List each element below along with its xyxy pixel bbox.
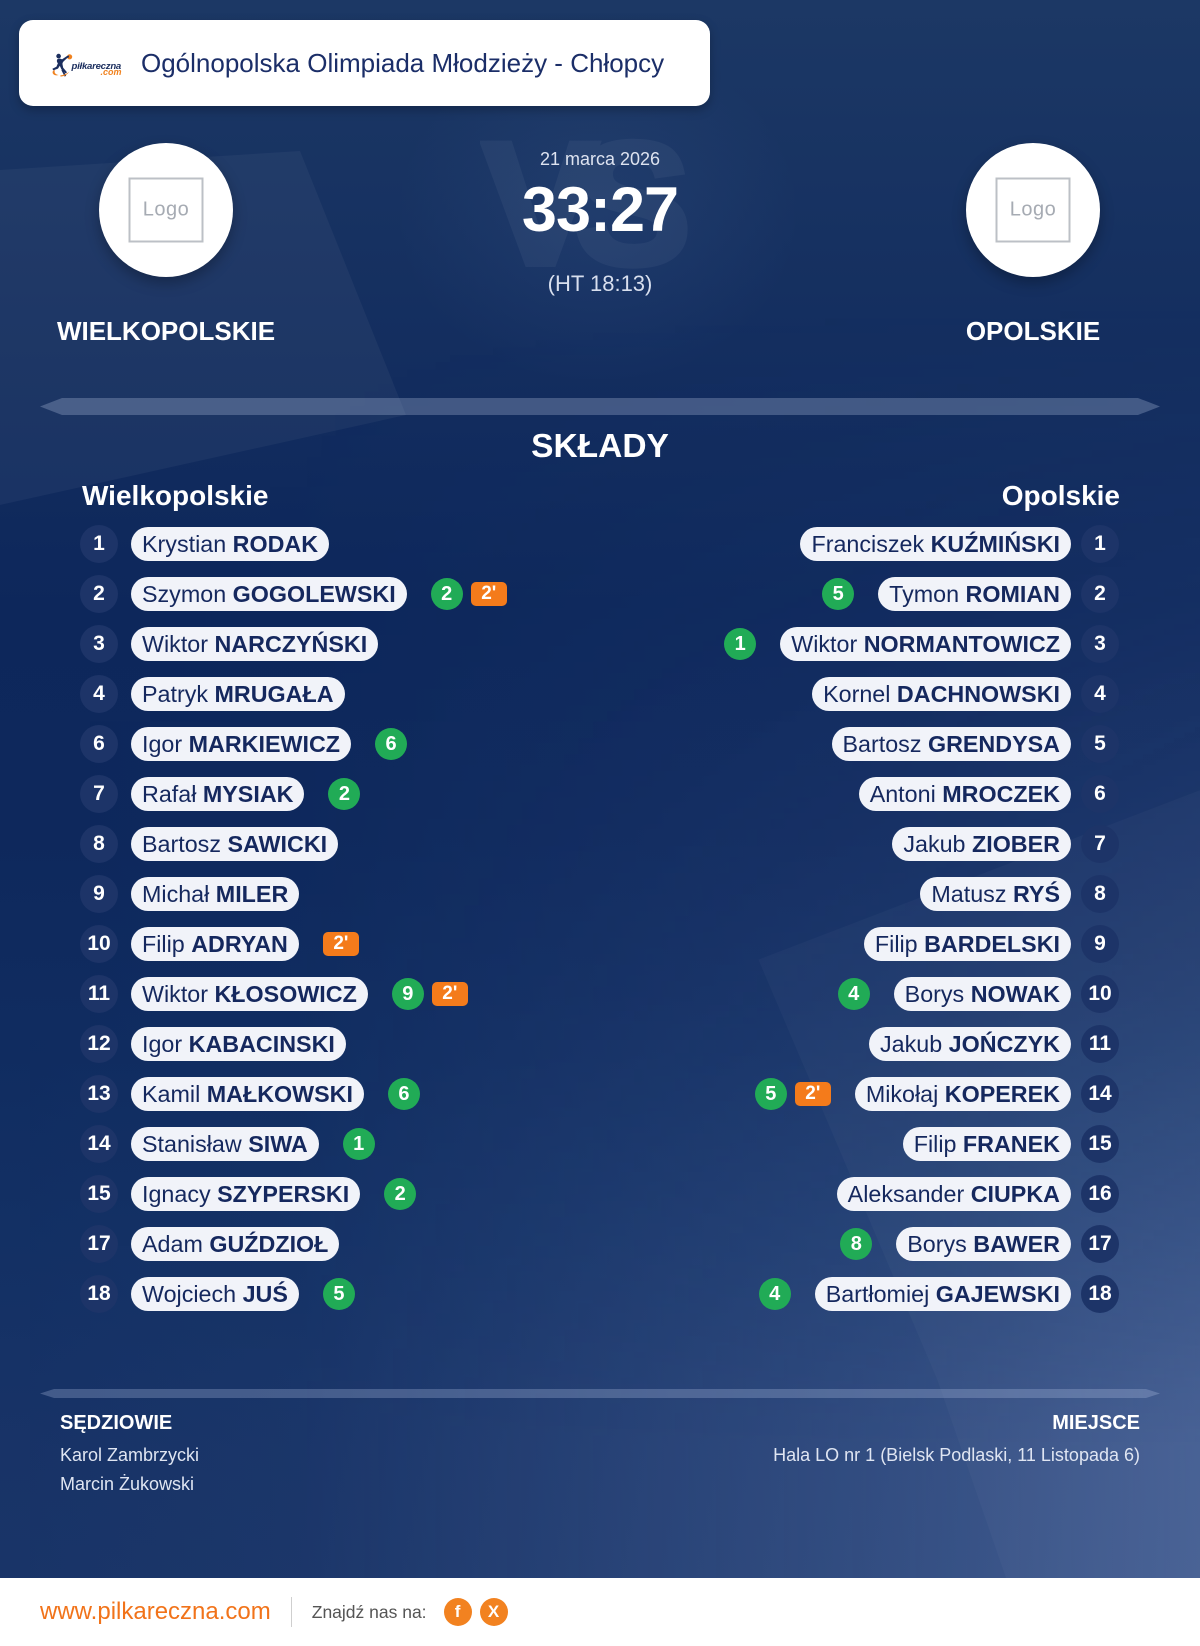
svg-text:.com: .com [100,67,121,77]
svg-text:piłkareczna: piłkareczna [71,61,122,72]
